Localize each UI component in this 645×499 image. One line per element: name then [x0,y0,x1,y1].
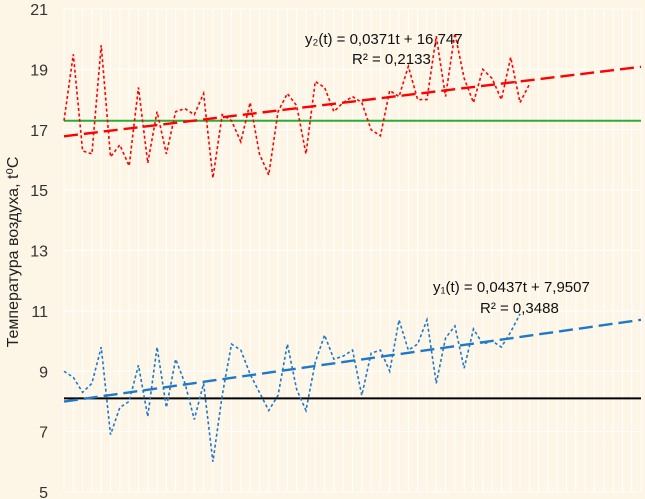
y2-trend-line [63,65,642,138]
y2-r-squared: R² = 0,2133 [352,51,431,68]
y-tick-label: 7 [39,425,48,442]
y-tick-labels: 5 7 9 11 13 15 17 19 21 [30,2,48,499]
y-tick-label: 15 [30,183,48,200]
y1-equation: y₁(t) = 0,0437t + 7,9507 [433,279,590,296]
y-tick-label: 21 [30,2,48,19]
trend-lines [63,65,642,403]
reference-lines [64,119,641,400]
y-tick-label: 19 [30,62,48,79]
y1-data-line [63,313,521,462]
y1-trend-line [63,318,642,403]
series-lines [63,32,531,462]
y1-r-squared: R² = 0,3488 [480,300,559,317]
y-tick-label: 13 [30,244,48,261]
y-tick-label: 5 [39,485,48,499]
y-tick-label: 9 [39,364,48,381]
y-axis-label: Температура воздуха, t⁰C [5,157,22,348]
y2-equation: y₂(t) = 0,0371t + 16,747 [305,31,463,48]
grid [63,8,642,493]
y-tick-label: 17 [30,123,48,140]
y-tick-label: 11 [31,304,48,321]
